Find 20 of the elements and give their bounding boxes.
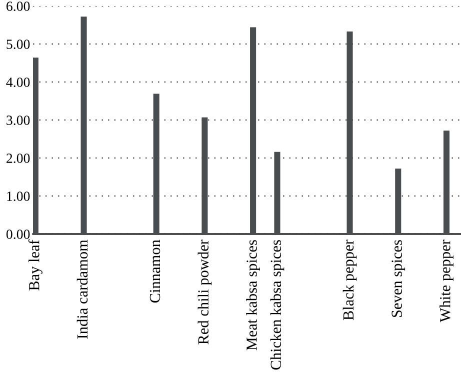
x-tick-label: Bay leaf bbox=[28, 240, 42, 290]
bar bbox=[250, 27, 256, 234]
x-tick-label: Red chili powder bbox=[198, 240, 212, 344]
y-tick-label: 5.00 bbox=[6, 40, 30, 50]
x-tick-label: Black pepper bbox=[342, 240, 357, 320]
x-tick-label: India cardamom bbox=[76, 240, 88, 339]
y-tick-label: 3.00 bbox=[6, 116, 30, 126]
x-tick-label: Seven spices bbox=[392, 240, 406, 318]
y-tick-label: 6.00 bbox=[6, 2, 30, 12]
y-tick-label: 1.00 bbox=[7, 192, 30, 202]
bar bbox=[274, 152, 280, 234]
y-tick-label: 4.00 bbox=[6, 78, 30, 88]
y-tick-label: 0.00 bbox=[6, 230, 30, 240]
y-tick-label: 2.00 bbox=[6, 154, 30, 164]
bar bbox=[443, 130, 450, 234]
x-tick-label: Cinnamon bbox=[150, 240, 160, 303]
x-tick-label: White pepper bbox=[440, 240, 454, 322]
x-tick-label: Meat kabsa spices bbox=[246, 240, 260, 350]
x-tick-label: Chicken kabsa spices bbox=[270, 240, 284, 370]
bar bbox=[80, 16, 87, 234]
